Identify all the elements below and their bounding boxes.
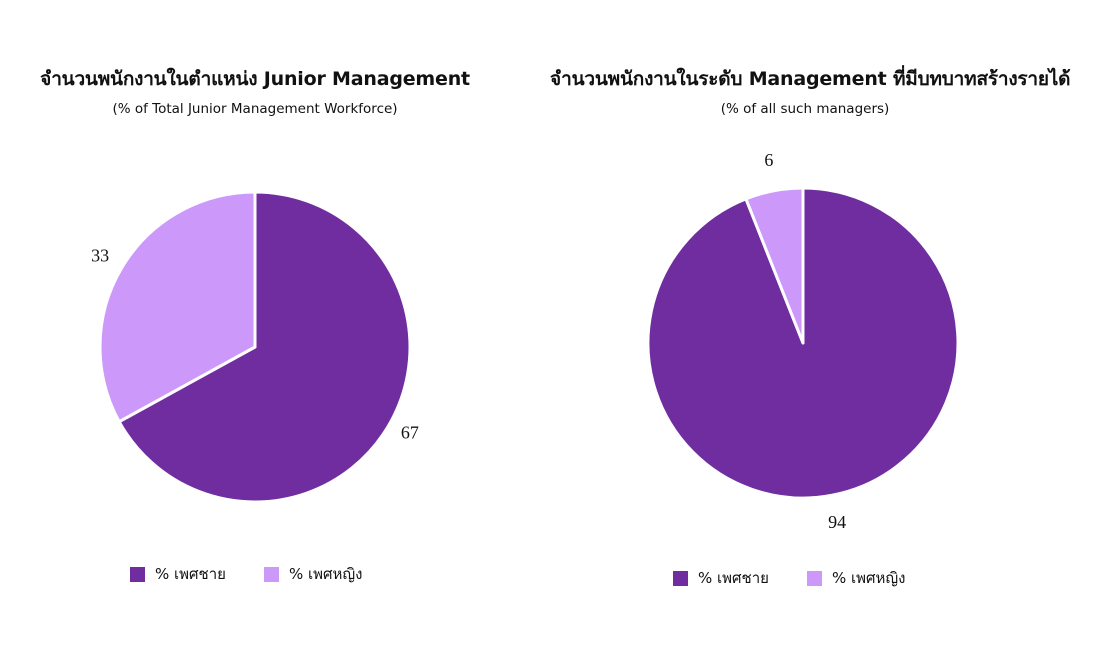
pie-slice-male (117, 190, 412, 504)
pie-chart: 94 6 (646, 150, 960, 532)
legend-item-female: % เพศหญิง (263, 562, 363, 586)
legend-label-female: % เพศหญิง (831, 569, 906, 587)
legend-item-female: % เพศหญิง (806, 566, 906, 590)
data-label-female: 6 (764, 150, 773, 170)
legend-item-male: % เพศชาย (673, 566, 769, 590)
data-label-female: 33 (91, 245, 109, 265)
legend-label-male: % เพศชาย (698, 569, 769, 587)
pie-slice-female (744, 186, 805, 345)
legend-swatch-male (130, 566, 145, 582)
legend-swatch-female (263, 566, 279, 582)
chart-title: จำนวนพนักงานในตำแหน่ง Junior Management (40, 68, 470, 90)
legend-label-male: % เพศชาย (155, 565, 226, 583)
data-label-male: 94 (828, 512, 846, 532)
pie-slice-female (98, 190, 257, 424)
chart-panel-revenue-management: จำนวนพนักงานในระดับ Management ที่มีบทบา… (550, 0, 1071, 656)
legend-item-male: % เพศชาย (130, 562, 226, 586)
data-label-male: 67 (401, 423, 419, 443)
legend-label-female: % เพศหญิง (288, 565, 363, 583)
chart-panel-junior-management: จำนวนพนักงานในตำแหน่ง Junior Management … (0, 0, 510, 656)
pie-chart: 67 33 (91, 190, 419, 504)
legend: % เพศชาย % เพศหญิง (130, 562, 363, 586)
legend: % เพศชาย % เพศหญิง (673, 566, 906, 590)
chart-subtitle: (% of Total Junior Management Workforce) (112, 101, 398, 117)
legend-swatch-female (806, 570, 822, 586)
chart-title: จำนวนพนักงานในระดับ Management ที่มีบทบา… (550, 68, 1071, 90)
chart-subtitle: (% of all such managers) (720, 101, 890, 117)
legend-swatch-male (673, 570, 688, 586)
